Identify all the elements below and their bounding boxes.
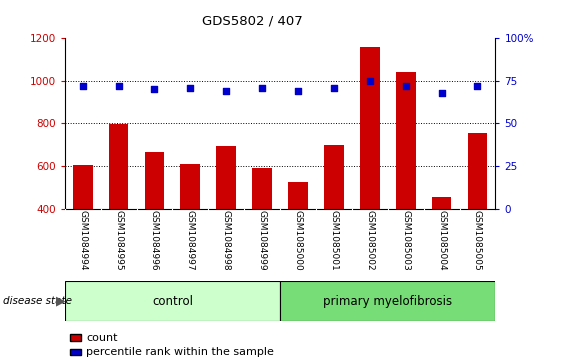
Point — [222, 88, 231, 94]
Bar — [181, 164, 200, 209]
Point — [329, 85, 338, 90]
Text: GSM1084999: GSM1084999 — [258, 210, 267, 271]
Bar — [288, 182, 308, 209]
Point — [437, 90, 446, 95]
Bar — [468, 133, 488, 209]
Text: GSM1084994: GSM1084994 — [78, 210, 87, 271]
Bar — [65, 281, 280, 321]
Text: GSM1084995: GSM1084995 — [114, 210, 123, 271]
Bar — [280, 281, 495, 321]
Bar — [324, 145, 344, 209]
Point — [186, 85, 195, 90]
Point — [114, 83, 123, 89]
Bar — [252, 168, 272, 209]
Bar — [145, 152, 164, 209]
Point — [258, 85, 267, 90]
Text: percentile rank within the sample: percentile rank within the sample — [86, 347, 274, 357]
Bar — [396, 72, 415, 209]
Text: ▶: ▶ — [56, 295, 66, 308]
Text: GSM1084997: GSM1084997 — [186, 210, 195, 271]
Bar — [216, 146, 236, 209]
Text: GDS5802 / 407: GDS5802 / 407 — [202, 15, 302, 28]
Text: GSM1084996: GSM1084996 — [150, 210, 159, 271]
Point — [78, 83, 87, 89]
Text: GSM1084998: GSM1084998 — [222, 210, 231, 271]
Point — [473, 83, 482, 89]
Bar — [360, 46, 379, 209]
Point — [293, 88, 302, 94]
Bar — [432, 197, 452, 209]
Point — [365, 78, 374, 83]
Text: primary myelofibrosis: primary myelofibrosis — [323, 295, 452, 308]
Text: GSM1085005: GSM1085005 — [473, 210, 482, 271]
Text: count: count — [86, 333, 118, 343]
Text: GSM1085002: GSM1085002 — [365, 210, 374, 271]
Text: GSM1085003: GSM1085003 — [401, 210, 410, 271]
Bar — [73, 165, 92, 209]
Text: GSM1085001: GSM1085001 — [329, 210, 338, 271]
Point — [401, 83, 410, 89]
Point — [150, 86, 159, 92]
Text: disease state: disease state — [3, 296, 72, 306]
Text: control: control — [152, 295, 193, 308]
Text: GSM1085000: GSM1085000 — [293, 210, 302, 271]
Text: GSM1085004: GSM1085004 — [437, 210, 446, 271]
Bar — [109, 125, 128, 209]
